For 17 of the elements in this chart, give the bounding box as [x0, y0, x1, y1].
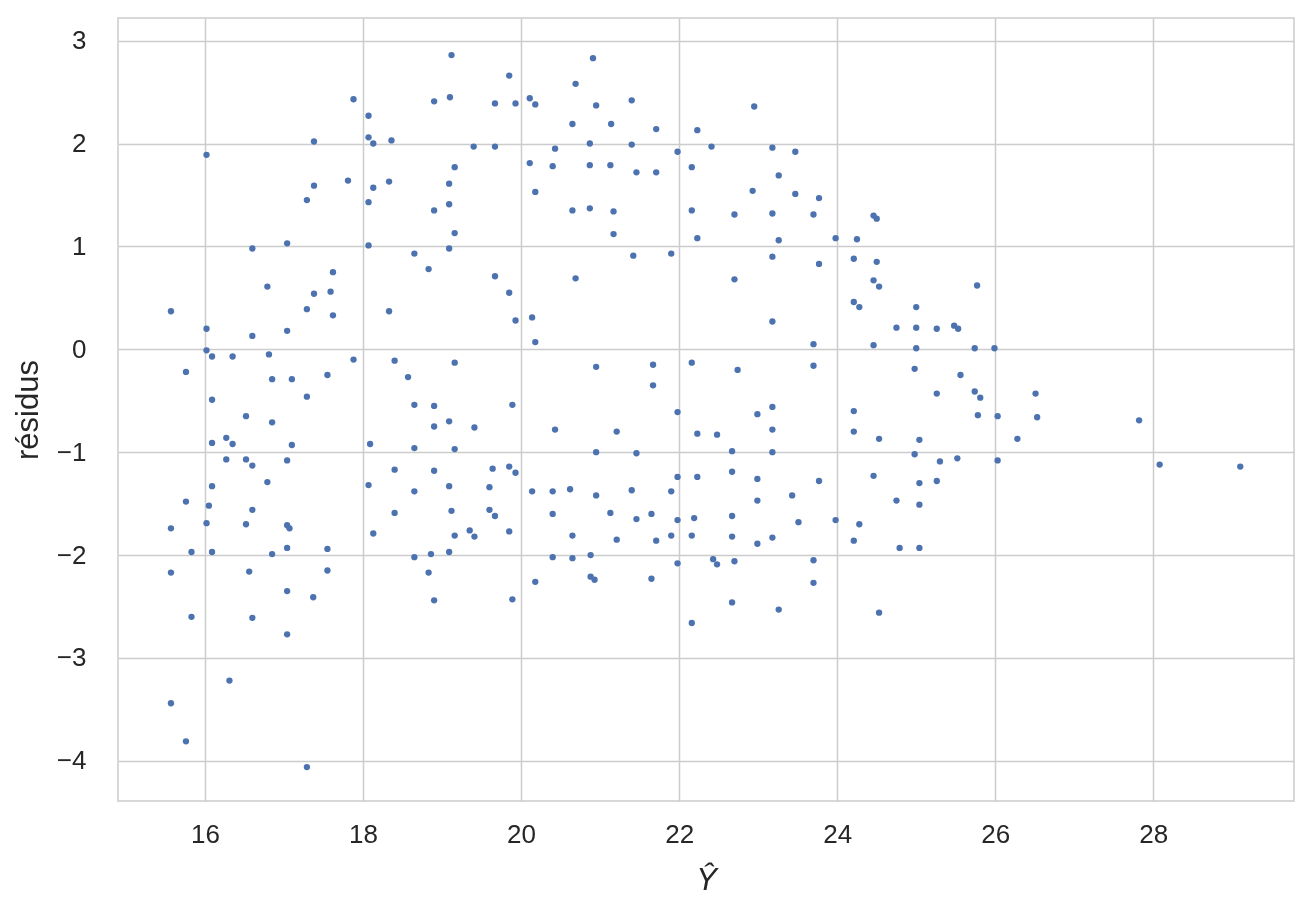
y-axis-title: résidus — [9, 360, 45, 460]
y-tick-label: −4 — [56, 745, 87, 776]
x-tick-label: 18 — [349, 818, 378, 849]
y-tick-label: 2 — [72, 128, 87, 159]
x-tick-label: 22 — [665, 818, 695, 849]
x-tick-label: 26 — [981, 818, 1011, 849]
x-tick-label: 24 — [823, 818, 853, 849]
y-tick-label: −1 — [56, 436, 87, 467]
y-tick-label: 3 — [72, 25, 87, 56]
y-tick-label: −2 — [56, 539, 87, 570]
y-tick-label: 0 — [72, 333, 87, 364]
x-axis-title: Ŷ — [696, 861, 720, 897]
y-tick-label: −3 — [56, 642, 87, 673]
x-tick-label: 16 — [190, 818, 220, 849]
x-tick-label: 28 — [1139, 818, 1169, 849]
x-tick-label: 20 — [507, 818, 537, 849]
y-tick-label: 1 — [72, 230, 87, 261]
